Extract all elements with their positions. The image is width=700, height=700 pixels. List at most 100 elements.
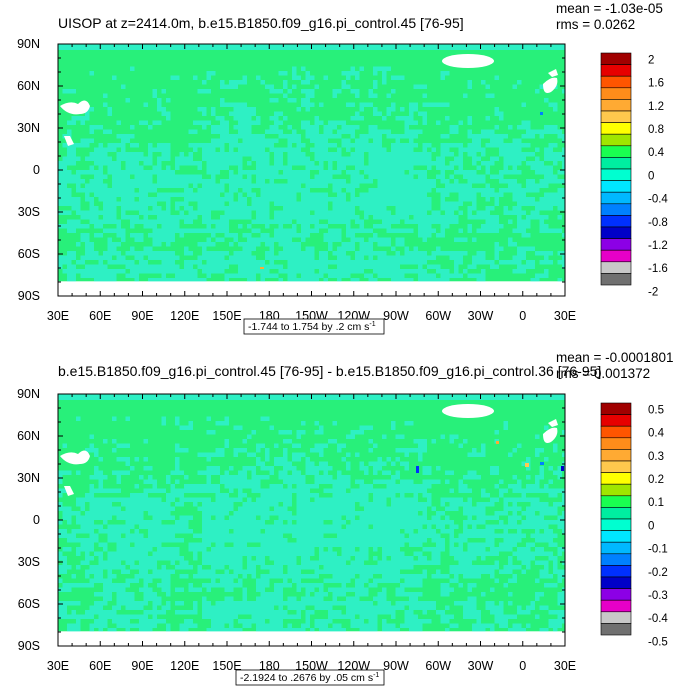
x-tick-label: 120E xyxy=(170,659,199,673)
colorbar-box xyxy=(600,623,632,636)
chart-title: b.e15.B1850.f09_g16.pi_control.45 [76-95… xyxy=(58,363,601,379)
range-note-main: -2.1924 to .2676 by .05 cm s xyxy=(240,672,373,684)
anomaly-mark xyxy=(496,441,499,444)
colorbar-box xyxy=(600,249,632,263)
colorbar-box xyxy=(600,226,632,239)
range-note-text: -2.1924 to .2676 by .05 cm s-1 xyxy=(240,672,379,684)
x-tick-label: 90E xyxy=(131,309,153,323)
colorbar: 2 1.6 1.2 0.8 0.4 0 -0.4 -0.8 -1.2 -1.6 -2 xyxy=(600,52,668,298)
colorbar-box xyxy=(600,99,632,112)
colorbar-box xyxy=(600,460,632,473)
missing-area-west-2 xyxy=(64,136,74,146)
colorbar-label: -0.4 xyxy=(648,613,668,625)
anomaly-mark xyxy=(525,463,529,467)
colorbar-box xyxy=(600,576,632,589)
x-tick-label: 150E xyxy=(212,309,241,323)
colorbar-box xyxy=(600,191,632,205)
range-note-sup: -1 xyxy=(369,321,375,328)
colorbar-box xyxy=(600,64,632,77)
y-tick-label: 90S xyxy=(18,639,40,653)
x-tick-label: 30W xyxy=(468,309,494,323)
colorbar-box xyxy=(600,495,632,508)
colorbar-label: 0.5 xyxy=(648,404,664,416)
x-tick-label: 150E xyxy=(212,659,241,673)
colorbar-box xyxy=(600,87,632,100)
chart-title: UISOP at z=2414.0m, b.e15.B1850.f09_g16.… xyxy=(58,15,464,31)
colorbar-box xyxy=(600,483,632,497)
y-tick-label: 30N xyxy=(17,471,40,485)
chart-panel-1: UISOP at z=2414.0m, b.e15.B1850.f09_g16.… xyxy=(17,1,668,335)
colorbar-label: -0.5 xyxy=(648,636,668,648)
missing-area-arctic xyxy=(442,54,494,68)
colorbar-box xyxy=(600,180,632,193)
colorbar: 0.5 0.4 0.3 0.2 0.1 0 -0.1 -0.2 -0.3 -0.4 -0.5 xyxy=(600,402,668,648)
x-tick-label: 90W xyxy=(383,309,409,323)
colorbar-box xyxy=(600,472,632,485)
field-secondary-class xyxy=(58,416,565,633)
colorbar-box xyxy=(600,261,632,274)
colorbar-label: 0.8 xyxy=(648,124,664,136)
mean-stat: mean = -1.03e-05 xyxy=(556,1,663,16)
colorbar-label: 0.4 xyxy=(648,147,665,159)
x-tick-label: 150W xyxy=(295,659,328,673)
colorbar-box xyxy=(600,402,632,415)
anomaly-mark xyxy=(561,466,564,471)
colorbar-box xyxy=(600,238,632,251)
y-tick-label: 0 xyxy=(33,163,40,177)
x-tick-label: 60W xyxy=(425,309,451,323)
anomaly-mark xyxy=(416,466,419,473)
x-tick-label: 120W xyxy=(337,659,370,673)
colorbar-box xyxy=(600,273,632,286)
x-tick-label: 60W xyxy=(425,659,451,673)
missing-area-west xyxy=(60,100,90,115)
colorbar-box xyxy=(600,133,632,147)
colorbar-label: 1.6 xyxy=(648,78,664,90)
colorbar-label: -0.3 xyxy=(648,590,668,602)
missing-area-east xyxy=(543,77,558,93)
x-tick-label: 30E xyxy=(554,309,576,323)
x-tick-label: 90W xyxy=(383,659,409,673)
colorbar-label: 0.4 xyxy=(648,428,665,440)
x-tick-label: 60E xyxy=(89,309,111,323)
rms-stat: rms = 0.001372 xyxy=(556,366,650,381)
y-tick-label: 90S xyxy=(18,289,40,303)
colorbar-box xyxy=(600,565,632,578)
x-tick-label: 30W xyxy=(468,659,494,673)
missing-area-west xyxy=(60,450,90,465)
colorbar-box xyxy=(600,145,632,158)
colorbar-box xyxy=(600,203,632,216)
missing-area-arctic xyxy=(442,404,494,418)
field-layer xyxy=(58,44,565,296)
missing-area-east-2 xyxy=(548,69,558,77)
field-secondary-class xyxy=(58,66,565,283)
colorbar-label: 1.2 xyxy=(648,101,664,113)
colorbar-box xyxy=(600,425,632,439)
colorbar-box xyxy=(600,110,632,123)
y-tick-label: 60N xyxy=(17,79,40,93)
y-tick-label: 60N xyxy=(17,429,40,443)
x-tick-label: 30E xyxy=(47,659,69,673)
colorbar-label: 2 xyxy=(648,54,654,66)
colorbar-label: 0 xyxy=(648,170,654,182)
colorbar-box xyxy=(600,553,632,566)
colorbar-label: -0.2 xyxy=(648,567,668,579)
y-tick-label: 90N xyxy=(17,387,40,401)
colorbar-label: -1.6 xyxy=(648,263,668,275)
x-tick-label: 90E xyxy=(131,659,153,673)
colorbar-box xyxy=(600,507,632,520)
y-tick-label: 60S xyxy=(18,597,40,611)
colorbar-box xyxy=(600,599,632,613)
colorbar-box xyxy=(600,75,632,89)
colorbar-label: 0.2 xyxy=(648,474,664,486)
colorbar-box xyxy=(600,414,632,427)
colorbar-box xyxy=(600,215,632,228)
colorbar-label: -0.1 xyxy=(648,544,668,556)
colorbar-label: 0 xyxy=(648,520,654,532)
y-tick-label: 0 xyxy=(33,513,40,527)
colorbar-box xyxy=(600,449,632,462)
y-tick-label: 30S xyxy=(18,555,40,569)
range-note-text: -1.744 to 1.754 by .2 cm s-1 xyxy=(248,321,376,333)
range-note: -1.744 to 1.754 by .2 cm s-1 xyxy=(243,318,385,335)
colorbar-box xyxy=(600,157,632,170)
